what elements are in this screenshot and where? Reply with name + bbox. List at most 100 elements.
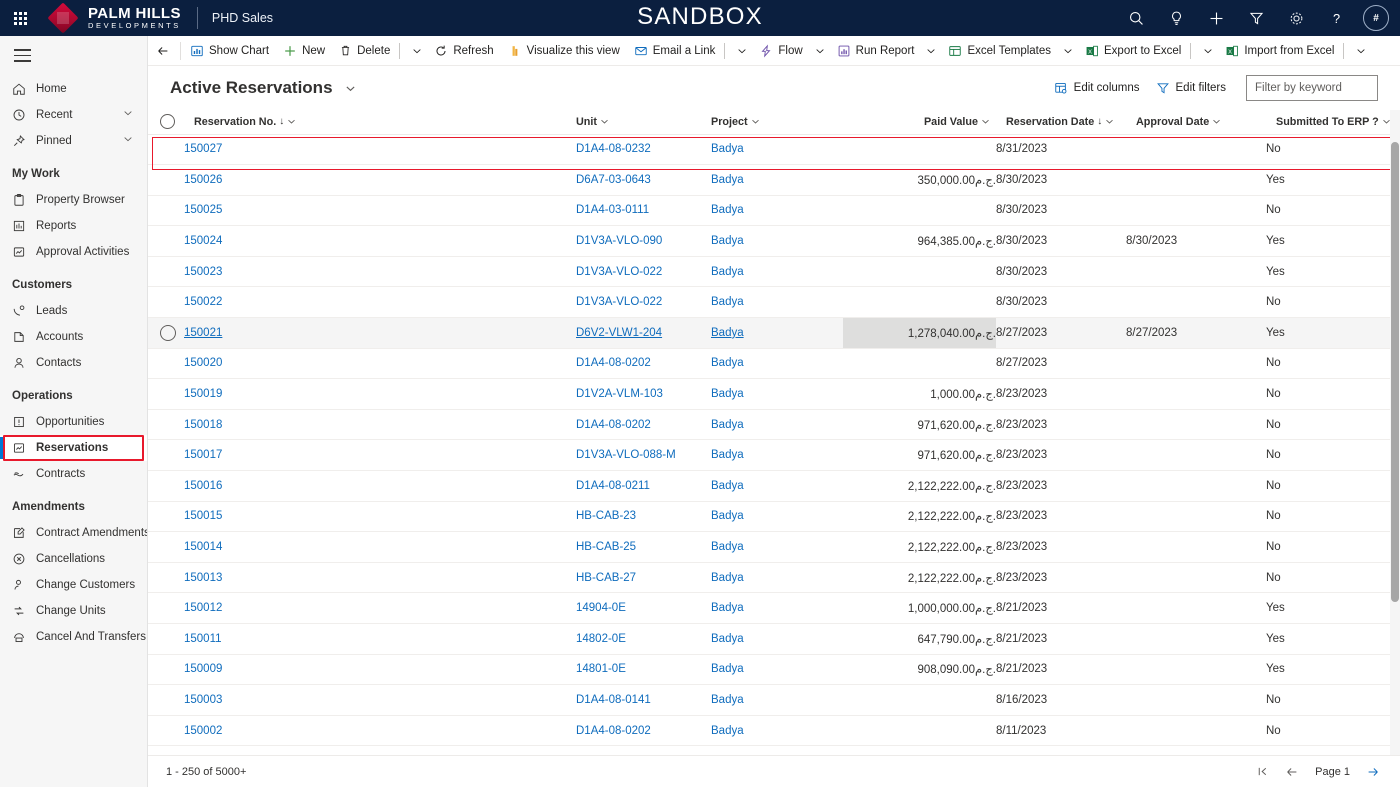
delete-menu-caret[interactable] — [407, 37, 427, 65]
cell-reservation-no-link[interactable]: 150017 — [184, 449, 223, 462]
export-to-excel-menu-caret[interactable] — [1198, 37, 1218, 65]
cell-unit-link[interactable]: D1V3A-VLO-022 — [576, 296, 663, 309]
cell-project[interactable]: Badya — [711, 286, 843, 319]
row-select-cell[interactable] — [148, 409, 184, 441]
settings-button[interactable] — [1276, 0, 1316, 36]
cell-project-link[interactable]: Badya — [711, 357, 744, 370]
grid-scrollbar-thumb[interactable] — [1391, 142, 1399, 602]
row-select-cell[interactable] — [148, 623, 184, 655]
flow-button[interactable]: Flow — [752, 37, 809, 65]
column-header-unit[interactable]: Unit — [576, 110, 711, 135]
previous-page-button[interactable] — [1285, 765, 1299, 779]
sidebar-item-approval-activities[interactable]: Approval Activities — [0, 239, 147, 265]
table-row[interactable]: 150003 D1A4-08-0141 Badya 8/16/2023 No — [148, 684, 1394, 716]
row-select-cell[interactable] — [148, 684, 184, 716]
cell-unit-link[interactable]: D6A7-03-0643 — [576, 173, 651, 186]
table-row[interactable]: 150016 D1A4-08-0211 Badya 2,122,222.00ج.م. 8… — [148, 470, 1394, 502]
cell-reservation-no-link[interactable]: 150024 — [184, 235, 223, 248]
cell-reservation-no[interactable]: 150024 — [184, 225, 576, 257]
quick-create-button[interactable] — [1196, 0, 1236, 36]
cell-reservation-no[interactable]: 150013 — [184, 562, 576, 594]
sidebar-item-cancel-and-transfers[interactable]: Cancel And Transfers — [0, 624, 147, 650]
cell-unit[interactable]: D1A4-08-0202 — [576, 348, 711, 380]
cell-reservation-no-link[interactable]: 150022 — [184, 296, 223, 309]
excel-templates-menu-caret[interactable] — [1058, 37, 1078, 65]
cell-unit-link[interactable]: 14801-0E — [576, 663, 626, 676]
search-button[interactable] — [1116, 0, 1156, 36]
cell-reservation-no[interactable]: 150020 — [184, 348, 576, 380]
row-select-cell[interactable] — [148, 470, 184, 502]
cell-reservation-no-link[interactable]: 150009 — [184, 663, 223, 676]
cell-project-link[interactable]: Badya — [711, 632, 744, 645]
sidebar-item-leads[interactable]: Leads — [0, 298, 147, 324]
row-select-cell[interactable] — [148, 715, 184, 747]
column-header-project[interactable]: Project — [711, 110, 843, 135]
cell-reservation-no[interactable]: 150002 — [184, 715, 576, 747]
run-report-button[interactable]: Run Report — [830, 37, 922, 65]
column-header-submitted-to-erp[interactable]: Submitted To ERP ? — [1266, 110, 1394, 135]
cell-reservation-no[interactable]: 150022 — [184, 286, 576, 319]
cell-project[interactable]: Badya — [711, 531, 843, 563]
cell-project-link[interactable]: Badya — [711, 571, 744, 584]
cell-reservation-no-link[interactable]: 150014 — [184, 541, 223, 554]
row-checkbox[interactable] — [160, 324, 176, 341]
cell-unit[interactable]: D1A4-08-0141 — [576, 684, 711, 716]
table-row[interactable]: 150013 HB-CAB-27 Badya 2,122,222.00ج.م. 8/23… — [148, 562, 1394, 594]
import-from-excel-menu-caret[interactable] — [1351, 37, 1371, 65]
cell-project-link[interactable]: Badya — [711, 204, 744, 217]
table-row[interactable]: 150021 D6V2-VLW1-204 Badya 1,278,040.00ج.م.… — [148, 317, 1394, 349]
email-menu-caret[interactable] — [732, 37, 752, 65]
column-header-reservation-date[interactable]: Reservation Date ↓ — [996, 110, 1126, 135]
cell-unit-link[interactable]: D1A4-08-0232 — [576, 143, 651, 156]
first-page-button[interactable] — [1256, 765, 1269, 778]
cell-unit[interactable]: D1A4-08-0202 — [576, 409, 711, 441]
excel-templates-button[interactable]: Excel Templates — [941, 37, 1058, 65]
sidebar-item-reports[interactable]: Reports — [0, 213, 147, 239]
row-select-cell[interactable] — [148, 134, 184, 166]
table-row[interactable]: 150018 D1A4-08-0202 Badya 971,620.00ج.م. 8/2… — [148, 409, 1394, 441]
cell-reservation-no[interactable]: 150016 — [184, 470, 576, 502]
row-select-cell[interactable] — [148, 286, 184, 319]
cell-unit[interactable]: HB-CAB-27 — [576, 562, 711, 594]
cell-project-link[interactable]: Badya — [711, 265, 744, 278]
cell-project[interactable]: Badya — [711, 715, 843, 747]
cell-project[interactable]: Badya — [711, 439, 843, 472]
cell-project[interactable]: Badya — [711, 409, 843, 441]
table-row[interactable]: 150020 D1A4-08-0202 Badya 8/27/2023 No — [148, 348, 1394, 380]
sidebar-item-accounts[interactable]: Accounts — [0, 324, 147, 350]
flow-menu-caret[interactable] — [810, 37, 830, 65]
page-title[interactable]: Active Reservations — [170, 78, 356, 98]
cell-reservation-no[interactable]: 150015 — [184, 501, 576, 533]
cell-reservation-no-link[interactable]: 150002 — [184, 724, 223, 737]
cell-reservation-no[interactable]: 150027 — [184, 134, 576, 166]
cell-unit[interactable]: D1A4-08-0211 — [576, 470, 711, 502]
cell-reservation-no-link[interactable]: 150003 — [184, 693, 223, 706]
row-select-cell[interactable] — [148, 164, 184, 196]
cell-reservation-no-link[interactable]: 150013 — [184, 571, 223, 584]
cell-unit[interactable]: D1A4-03-0111 — [576, 195, 711, 227]
edit-columns-button[interactable]: Edit columns — [1046, 76, 1148, 100]
email-a-link-button[interactable]: Email a Link — [627, 37, 733, 65]
cell-project-link[interactable]: Badya — [711, 479, 744, 492]
run-report-menu-caret[interactable] — [921, 37, 941, 65]
table-row[interactable]: 150024 D1V3A-VLO-090 Badya 964,385.00ج.م. 8/… — [148, 225, 1394, 257]
column-header-paid-value[interactable]: Paid Value — [843, 110, 996, 135]
table-row[interactable]: 150025 D1A4-03-0111 Badya 8/30/2023 No — [148, 195, 1394, 227]
cell-unit-link[interactable]: D1A4-08-0202 — [576, 357, 651, 370]
sidebar-item-pinned[interactable]: Pinned — [0, 128, 147, 154]
cell-unit[interactable]: D1V3A-VLO-090 — [576, 225, 711, 257]
search-input[interactable]: Filter by keyword — [1246, 75, 1378, 101]
cell-unit[interactable]: HB-CAB-23 — [576, 501, 711, 533]
grid-scrollbar-track[interactable] — [1390, 110, 1400, 755]
cell-reservation-no-link[interactable]: 150019 — [184, 388, 223, 401]
sidebar-item-change-units[interactable]: Change Units — [0, 598, 147, 624]
export-to-excel-button[interactable]: X Export to Excel — [1078, 37, 1198, 65]
select-all-header[interactable] — [148, 110, 184, 135]
cell-project-link[interactable]: Badya — [711, 693, 744, 706]
table-row[interactable]: 150027 D1A4-08-0232 Badya 8/31/2023 No — [148, 134, 1394, 166]
app-name-label[interactable]: PHD Sales — [211, 11, 274, 25]
cell-project-link[interactable]: Badya — [711, 173, 744, 186]
sidebar-item-cancellations[interactable]: Cancellations — [0, 546, 147, 572]
cell-unit[interactable]: D1A4-08-0202 — [576, 715, 711, 747]
cell-unit-link[interactable]: HB-CAB-25 — [576, 541, 637, 554]
